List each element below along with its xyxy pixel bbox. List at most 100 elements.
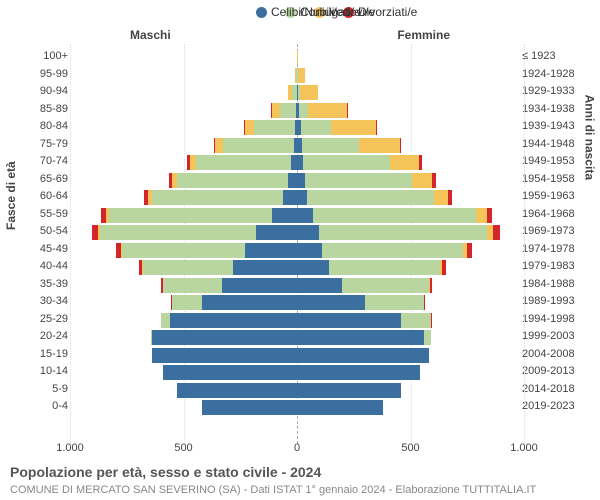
birth-label: 1984-1988 bbox=[522, 279, 575, 290]
segment-married bbox=[313, 208, 476, 223]
birth-label: 1924-1928 bbox=[522, 69, 575, 80]
segment-married bbox=[143, 260, 234, 275]
segment-widowed bbox=[297, 50, 298, 65]
segment-widowed bbox=[98, 225, 100, 240]
birth-label: ≤ 1923 bbox=[522, 51, 556, 62]
age-label: 60-64 bbox=[40, 191, 68, 202]
segment-widowed bbox=[245, 120, 254, 135]
pyramid-row bbox=[70, 138, 524, 153]
pyramid-row bbox=[70, 295, 524, 310]
y-axis-label-left: Fasce di età bbox=[4, 161, 18, 230]
chart-title: Popolazione per età, sesso e stato civil… bbox=[10, 464, 321, 480]
segment-married bbox=[151, 330, 152, 345]
segment-single bbox=[177, 383, 297, 398]
pyramid-row bbox=[70, 103, 524, 118]
segment-widowed bbox=[359, 138, 400, 153]
bar-female bbox=[297, 365, 524, 380]
segment-single bbox=[297, 383, 401, 398]
segment-widowed bbox=[106, 208, 108, 223]
birth-axis: ≤ 19231924-19281929-19331934-19381939-19… bbox=[522, 44, 584, 444]
pyramid-row bbox=[70, 365, 524, 380]
segment-widowed bbox=[272, 103, 280, 118]
age-label: 75-79 bbox=[40, 139, 68, 150]
bar-female bbox=[297, 330, 524, 345]
segment-single bbox=[297, 190, 307, 205]
age-label: 100+ bbox=[43, 51, 68, 62]
age-label: 85-89 bbox=[40, 104, 68, 115]
birth-label: 1929-1933 bbox=[522, 86, 575, 97]
segment-single bbox=[297, 365, 420, 380]
x-tick: 0 bbox=[294, 442, 300, 454]
segment-single bbox=[256, 225, 297, 240]
pyramid-row bbox=[70, 225, 524, 240]
segment-widowed bbox=[121, 243, 122, 258]
birth-label: 1964-1968 bbox=[522, 209, 575, 220]
bar-male bbox=[70, 348, 297, 363]
age-label: 45-49 bbox=[40, 244, 68, 255]
segment-divorced bbox=[92, 225, 98, 240]
segment-single bbox=[202, 295, 297, 310]
pyramid-row bbox=[70, 50, 524, 65]
age-label: 10-14 bbox=[40, 366, 68, 377]
segment-married bbox=[280, 103, 296, 118]
segment-married bbox=[307, 190, 434, 205]
bar-female bbox=[297, 348, 524, 363]
segment-married bbox=[301, 120, 331, 135]
age-label: 35-39 bbox=[40, 279, 68, 290]
segment-divorced bbox=[171, 295, 172, 310]
x-tick: 1.000 bbox=[56, 442, 84, 454]
segment-divorced bbox=[487, 208, 493, 223]
bar-female bbox=[297, 155, 524, 170]
segment-widowed bbox=[308, 103, 347, 118]
segment-married bbox=[365, 295, 424, 310]
age-label: 5-9 bbox=[52, 384, 68, 395]
legend-swatch-single bbox=[256, 7, 267, 18]
pyramid-row bbox=[70, 313, 524, 328]
segment-single bbox=[297, 260, 329, 275]
segment-single bbox=[297, 400, 383, 415]
segment-widowed bbox=[300, 85, 318, 100]
segment-single bbox=[297, 278, 342, 293]
segment-married bbox=[302, 138, 359, 153]
segment-widowed bbox=[148, 190, 151, 205]
pyramid-row bbox=[70, 155, 524, 170]
bar-female bbox=[297, 190, 524, 205]
segment-single bbox=[163, 365, 297, 380]
bar-male bbox=[70, 208, 297, 223]
birth-label: 1969-1973 bbox=[522, 226, 575, 237]
segment-widowed bbox=[172, 173, 177, 188]
bar-male bbox=[70, 68, 297, 83]
bar-male bbox=[70, 85, 297, 100]
segment-married bbox=[299, 103, 308, 118]
segment-divorced bbox=[467, 243, 473, 258]
age-label: 0-4 bbox=[52, 401, 68, 412]
segment-married bbox=[172, 295, 202, 310]
birth-label: 2019-2023 bbox=[522, 401, 575, 412]
segment-divorced bbox=[376, 120, 377, 135]
segment-divorced bbox=[432, 173, 436, 188]
age-label: 30-34 bbox=[40, 296, 68, 307]
birth-label: 1994-1998 bbox=[522, 314, 575, 325]
bar-male bbox=[70, 155, 297, 170]
bar-female bbox=[297, 225, 524, 240]
age-label: 20-24 bbox=[40, 331, 68, 342]
birth-label: 2009-2013 bbox=[522, 366, 575, 377]
birth-label: 1989-1993 bbox=[522, 296, 575, 307]
bar-female bbox=[297, 243, 524, 258]
bar-female bbox=[297, 400, 524, 415]
x-axis: 1.00050005001.000 bbox=[70, 442, 524, 458]
y-axis-label-right: Anni di nascita bbox=[582, 95, 596, 180]
segment-single bbox=[297, 173, 305, 188]
segment-married bbox=[322, 243, 463, 258]
bar-female bbox=[297, 295, 524, 310]
x-tick: 500 bbox=[401, 442, 419, 454]
segment-divorced bbox=[187, 155, 189, 170]
segment-divorced bbox=[116, 243, 121, 258]
segment-divorced bbox=[169, 173, 172, 188]
segment-married bbox=[177, 173, 288, 188]
age-label: 65-69 bbox=[40, 174, 68, 185]
pyramid-row bbox=[70, 348, 524, 363]
segment-single bbox=[297, 225, 319, 240]
bar-male bbox=[70, 400, 297, 415]
pyramid-row bbox=[70, 330, 524, 345]
